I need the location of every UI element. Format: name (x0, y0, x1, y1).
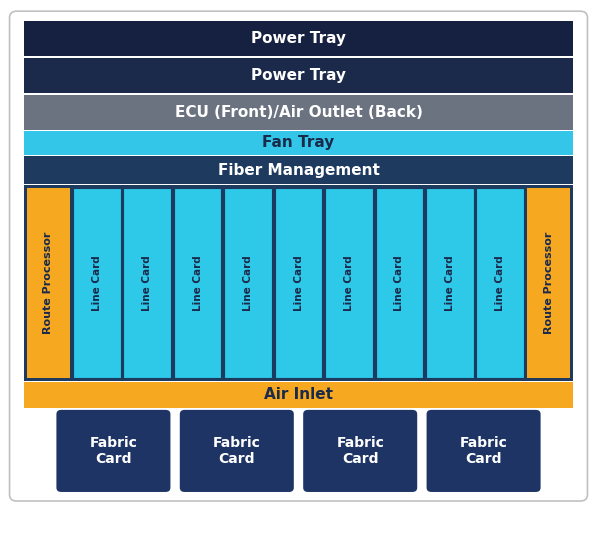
Bar (24, 382, 573, 408)
FancyBboxPatch shape (427, 410, 541, 492)
Text: Line Card: Line Card (344, 255, 354, 311)
Text: Fiber Management: Fiber Management (217, 163, 380, 177)
Text: Line Card: Line Card (395, 255, 404, 311)
Bar (24, 58, 573, 93)
Text: Line Card: Line Card (142, 255, 152, 311)
Text: Fabric
Card: Fabric Card (213, 436, 261, 466)
Bar (224, 188, 272, 378)
Text: Fabric
Card: Fabric Card (460, 436, 507, 466)
Text: Line Card: Line Card (243, 255, 253, 311)
Bar (24, 131, 573, 155)
FancyBboxPatch shape (180, 410, 294, 492)
Text: Air Inlet: Air Inlet (264, 387, 333, 402)
Bar (73, 188, 121, 378)
Bar (476, 188, 524, 378)
Bar (325, 188, 373, 378)
Text: Line Card: Line Card (294, 255, 303, 311)
Text: Fabric
Card: Fabric Card (336, 436, 384, 466)
Bar (275, 188, 322, 378)
Text: Power Tray: Power Tray (251, 68, 346, 83)
Bar (124, 188, 171, 378)
FancyBboxPatch shape (10, 11, 587, 501)
Text: Route Processor: Route Processor (44, 232, 53, 334)
Text: Route Processor: Route Processor (544, 232, 553, 334)
Bar (27, 188, 70, 378)
Bar (527, 188, 570, 378)
Text: Line Card: Line Card (193, 255, 202, 311)
Bar (174, 188, 221, 378)
Bar (24, 21, 573, 56)
Bar (24, 156, 573, 184)
Bar (376, 188, 423, 378)
Text: ECU (Front)/Air Outlet (Back): ECU (Front)/Air Outlet (Back) (174, 104, 423, 120)
Bar (24, 95, 573, 130)
FancyBboxPatch shape (56, 410, 170, 492)
Text: Line Card: Line Card (445, 255, 455, 311)
Text: Fan Tray: Fan Tray (262, 135, 335, 150)
Text: Power Tray: Power Tray (251, 31, 346, 46)
Bar (426, 188, 474, 378)
Bar (24, 185, 573, 381)
Text: Line Card: Line Card (496, 255, 505, 311)
Text: Line Card: Line Card (92, 255, 101, 311)
FancyBboxPatch shape (303, 410, 417, 492)
Text: Fabric
Card: Fabric Card (90, 436, 137, 466)
